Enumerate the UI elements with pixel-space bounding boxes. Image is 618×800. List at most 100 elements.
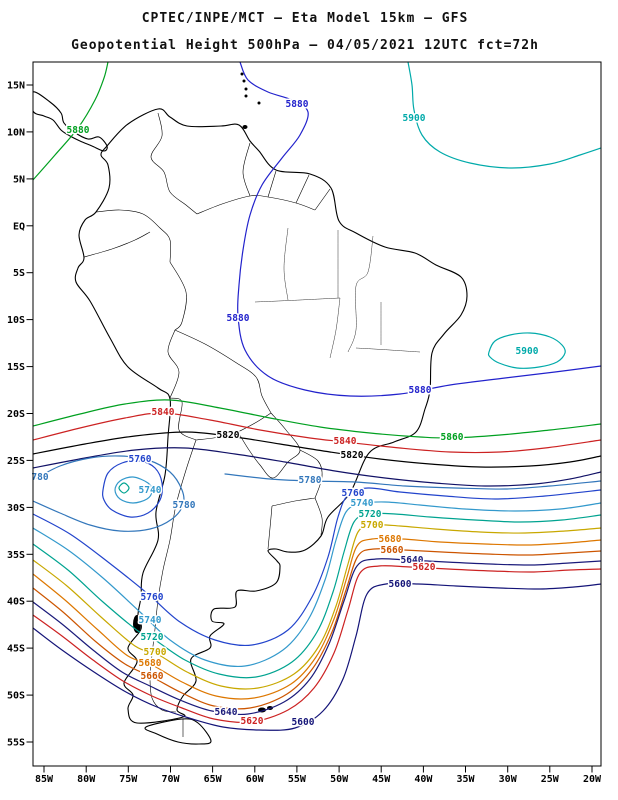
contour-line-5660	[33, 548, 601, 710]
lat-tick-label: 40S	[7, 597, 25, 608]
contour-line-5900	[487, 332, 566, 369]
axes-layer: 15N 10N 5N EQ 5S 10S 15S 20S 25S 30S 35S 40S 45S 50S 5…	[7, 81, 602, 786]
lon-tick-label: 85W	[35, 774, 54, 785]
country-border	[267, 170, 277, 198]
lon-tick-label: 55W	[288, 774, 307, 785]
lon-tick-label: 60W	[246, 774, 265, 785]
contour-value-label: 5880	[409, 385, 432, 396]
contour-line-5780	[33, 455, 185, 532]
geography-layer	[33, 72, 468, 745]
contour-value-label: 5600	[389, 579, 412, 590]
lon-tick-label: 80W	[77, 774, 96, 785]
map-frame	[32, 61, 602, 767]
lon-tick-label: 35W	[456, 774, 475, 785]
contour-line-5620	[33, 565, 601, 724]
lon-tick-label: 20W	[583, 774, 602, 785]
contour-value-label: 5900	[516, 346, 539, 357]
country-border	[95, 209, 172, 263]
lat-tick-label: 15N	[7, 81, 25, 92]
contour-value-label: 5880	[67, 125, 90, 136]
lon-tick-label: 45W	[372, 774, 391, 785]
contour-value-label: 5740	[139, 615, 162, 626]
country-border	[267, 505, 273, 550]
contour-value-label: 5880	[227, 313, 250, 324]
country-border	[169, 261, 187, 331]
lat-tick-label: 45S	[7, 644, 25, 655]
lon-tick-label: 65W	[204, 774, 223, 785]
contour-value-label: 5740	[351, 498, 374, 509]
tierra-del-fuego-coastline	[144, 718, 212, 745]
contour-value-label: 5820	[341, 450, 364, 461]
contour-value-label: 5900	[403, 113, 426, 124]
country-border	[295, 174, 310, 204]
contour-value-label: 5820	[217, 430, 240, 441]
contour-line-5840	[33, 412, 601, 454]
lat-tick-label: 30S	[7, 503, 25, 514]
island	[257, 101, 261, 105]
country-border	[167, 329, 180, 399]
lon-tick-label: 25W	[541, 774, 560, 785]
contour-line-5680	[33, 537, 601, 700]
contour-value-label: 5640	[215, 707, 238, 718]
lat-tick-label: 50S	[7, 691, 25, 702]
contour-value-label: 5840	[334, 436, 357, 447]
contour-value-label: 5660	[381, 545, 404, 556]
contour-value-label: 5620	[413, 562, 436, 573]
lat-tick-label: EQ	[13, 221, 25, 232]
contour-label-layer: 5880 5880 5900 5880 5880 5900 5860 5840 5840 5820…	[30, 98, 540, 730]
state-border	[254, 297, 341, 303]
contour-value-label: 5700	[361, 520, 384, 531]
contour-layer	[33, 62, 601, 731]
lon-tick-label: 40W	[414, 774, 433, 785]
contour-value-label: 5680	[379, 534, 402, 545]
map-title-line1: CPTEC/INPE/MCT – Eta Model 15km – GFS	[142, 11, 469, 26]
contour-line-5720	[118, 482, 130, 494]
contour-line-5700	[33, 524, 601, 690]
contour-value-label: 5860	[441, 432, 464, 443]
contour-line-5640	[33, 558, 601, 716]
lat-tick-label: 5S	[13, 268, 25, 279]
lat-tick-label: 10S	[7, 315, 25, 326]
country-border	[314, 188, 331, 211]
lat-tick-label: 20S	[7, 409, 25, 420]
lat-tick-label: 5N	[13, 174, 25, 185]
contour-value-label: 5680	[139, 658, 162, 669]
contour-value-label: 5760	[342, 488, 365, 499]
lat-tick-label: 35S	[7, 550, 25, 561]
country-border	[195, 431, 239, 441]
map-title-line2: Geopotential Height 500hPa – 04/05/2021 …	[71, 38, 539, 53]
state-border	[355, 347, 421, 353]
contour-value-label: 5720	[141, 632, 164, 643]
contour-value-label: 5760	[141, 592, 164, 603]
contour-value-label: 5640	[401, 555, 424, 566]
contour-line-5600	[33, 582, 601, 731]
island	[240, 72, 244, 76]
contour-line-5800	[33, 447, 601, 487]
country-border	[242, 142, 251, 197]
contour-line-5860	[33, 399, 601, 439]
country-border	[174, 329, 272, 414]
country-border	[237, 412, 272, 433]
lon-tick-label: 70W	[161, 774, 180, 785]
country-border	[83, 231, 151, 258]
lon-tick-label: 50W	[330, 774, 349, 785]
country-border	[150, 112, 198, 215]
contour-value-label: 5740	[139, 485, 162, 496]
contour-value-label: 5620	[241, 716, 264, 727]
south-america-coastline	[74, 108, 468, 724]
contour-line-5820	[33, 431, 601, 468]
central-america-coastline	[33, 91, 108, 152]
lat-tick-label: 25S	[7, 456, 25, 467]
contour-line-5740	[114, 476, 153, 504]
contour-value-label: 5660	[141, 671, 164, 682]
country-border	[169, 397, 197, 441]
contour-line-5760	[33, 487, 601, 647]
contour-line-5740	[33, 501, 601, 668]
country-border	[271, 497, 316, 507]
contour-value-label: 5600	[292, 717, 315, 728]
contour-value-label: 5720	[359, 509, 382, 520]
contour-line-5780	[224, 473, 601, 490]
lat-tick-label: 10N	[7, 127, 25, 138]
